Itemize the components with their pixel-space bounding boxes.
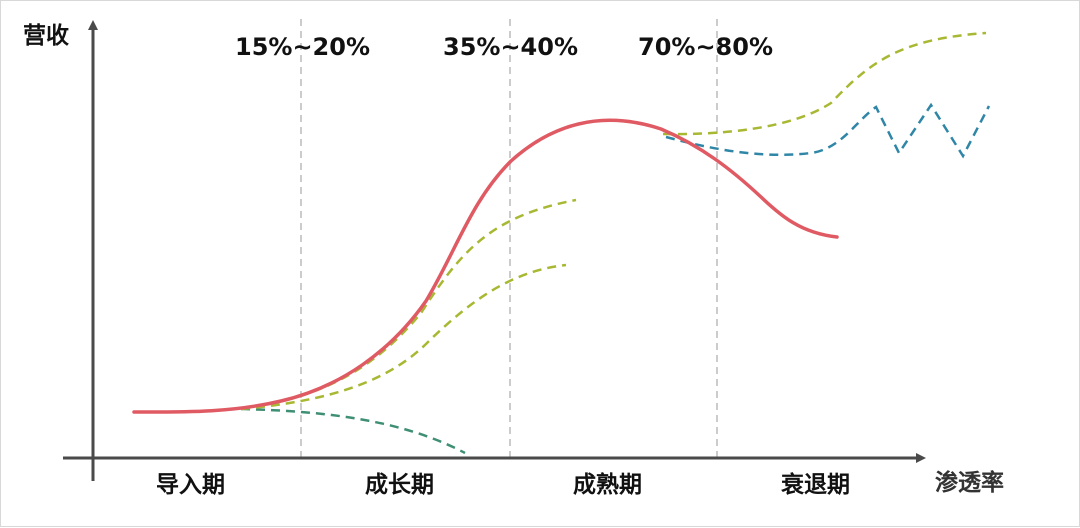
stage-label-introduction: 导入期 xyxy=(156,472,225,498)
threshold-label-3: 70%~80% xyxy=(638,33,773,61)
x-axis-label: 渗透率 xyxy=(935,470,1004,496)
y-axis-label: 营收 xyxy=(23,23,69,49)
renewal-dashed-curve xyxy=(662,31,987,136)
growth-dashed-curve-lower xyxy=(240,263,567,411)
growth-dashed-curve-upper xyxy=(240,198,577,411)
stage-label-maturity: 成熟期 xyxy=(573,472,642,498)
main-lifecycle-curve xyxy=(132,118,839,414)
stage-label-decline: 衰退期 xyxy=(781,472,850,498)
stage-label-growth: 成长期 xyxy=(365,472,434,498)
threshold-label-1: 15%~20% xyxy=(235,33,370,61)
fluctuation-dashed-curve xyxy=(665,102,991,159)
threshold-label-2: 35%~40% xyxy=(443,33,578,61)
decline-dashed-curve xyxy=(240,407,466,455)
